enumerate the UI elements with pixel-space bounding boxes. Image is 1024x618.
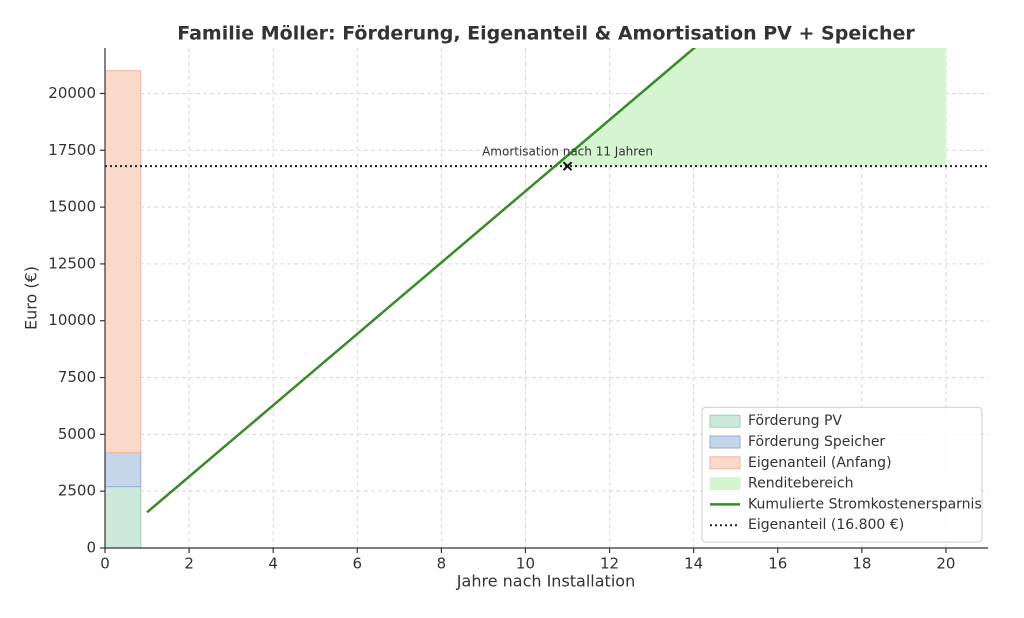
legend-label: Kumulierte Stromkostenersparnis	[748, 496, 982, 512]
y-tick-label: 7500	[58, 368, 96, 386]
y-tick-label: 2500	[58, 482, 96, 500]
legend-label: Förderung PV	[748, 413, 842, 429]
y-tick-label: 0	[86, 539, 96, 557]
y-tick-label: 15000	[48, 198, 96, 216]
legend-swatch	[709, 435, 741, 449]
legend-swatch	[709, 477, 741, 491]
annotation-marker	[562, 161, 573, 171]
legend-label: Eigenanteil (16.800 €)	[748, 517, 904, 533]
x-tick-label: 0	[100, 555, 110, 573]
x-tick-label: 16	[768, 555, 787, 573]
x-tick-label: 8	[437, 555, 447, 573]
legend-label: Förderung Speicher	[748, 434, 885, 450]
plot-area	[105, 48, 988, 548]
x-tick-label: 12	[600, 555, 619, 573]
legend-swatch	[709, 414, 741, 428]
y-tick-label: 12500	[48, 254, 96, 272]
x-tick-label: 4	[268, 555, 278, 573]
x-tick-label: 14	[684, 555, 703, 573]
rendite-area	[554, 48, 946, 167]
x-tick-label: 6	[353, 555, 363, 573]
y-tick-label: 5000	[58, 425, 96, 443]
chart-title: Familie Möller: Förderung, Eigenanteil &…	[177, 23, 915, 45]
savings-line	[146, 48, 697, 514]
y-tick-label: 10000	[48, 311, 96, 329]
x-tick-label: 18	[852, 555, 871, 573]
x-tick-label: 20	[936, 555, 955, 573]
legend-label: Renditebereich	[748, 476, 854, 492]
bar-segment	[105, 70, 142, 454]
legend-box	[701, 406, 983, 543]
y-tick-label: 20000	[48, 84, 96, 102]
bar-segment	[105, 486, 142, 548]
x-tick-label: 2	[184, 555, 194, 573]
annotation-text: Amortisation nach 11 Jahren	[482, 145, 653, 159]
y-tick-label: 17500	[48, 141, 96, 159]
legend-swatch	[709, 456, 741, 470]
x-axis-label: Jahre nach Installation	[456, 572, 635, 591]
y-axis-label: Euro (€)	[22, 266, 41, 330]
x-tick-label: 10	[516, 555, 535, 573]
legend-label: Eigenanteil (Anfang)	[748, 455, 892, 471]
axes: 0 2500 5000 7500 10000 12500 15000 17500 20000 0 2…	[48, 48, 988, 573]
bar-segment	[105, 452, 142, 488]
